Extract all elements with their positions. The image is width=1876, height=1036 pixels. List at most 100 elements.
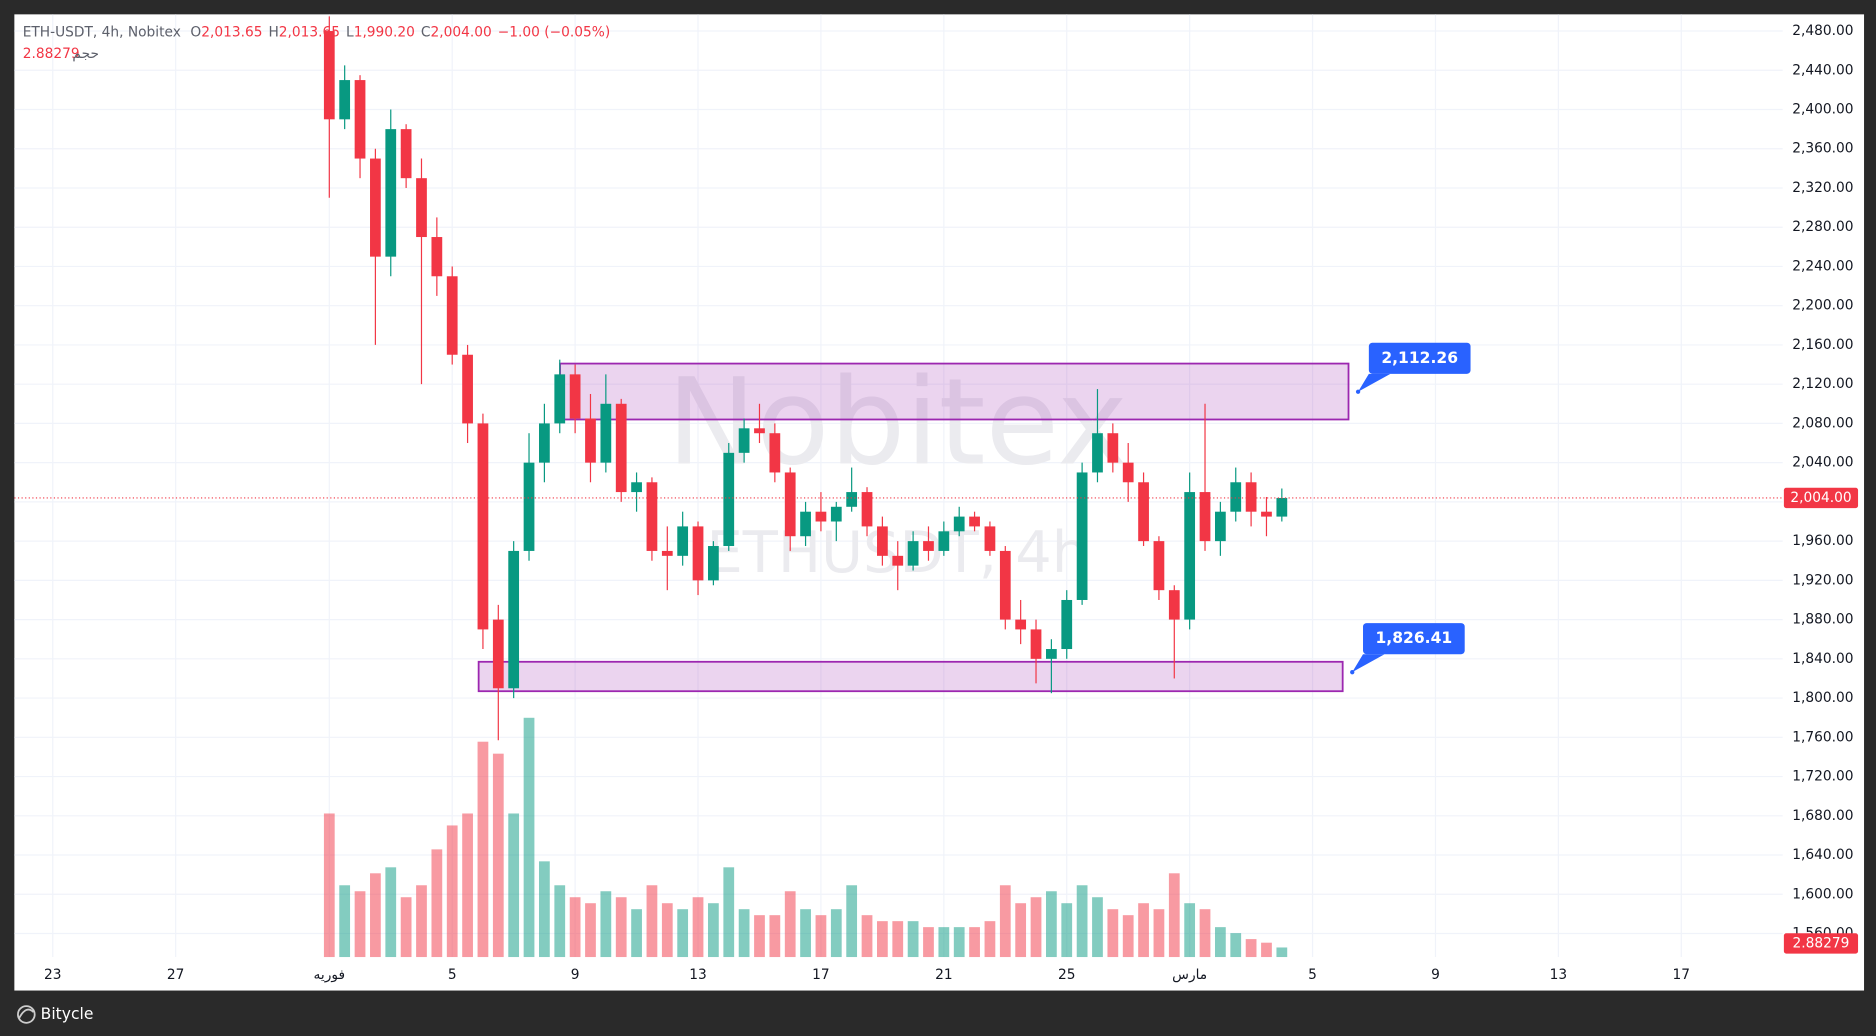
candle-body [569,374,581,419]
candle-body [1230,482,1242,512]
volume-bar [416,885,427,958]
candle-body [769,433,781,473]
candle-body [462,354,473,424]
candle-body [1261,511,1272,517]
volume-bar [323,813,335,958]
y-tick-label: 2,040.00 [1792,455,1853,471]
y-tick-label: 1,720.00 [1792,769,1853,785]
callout-label: 2,112.26 [1381,349,1458,367]
candle-body [1076,472,1088,600]
volume-bar [1261,942,1272,958]
y-tick-label: 2,400.00 [1792,102,1853,118]
volume-bar [646,885,658,958]
chart-title: ETH-USDT, 4h, Nobitex [23,24,181,40]
volume-bar [539,861,550,958]
volume-bar [754,915,765,958]
candle-body [508,550,520,689]
candle-body [708,546,719,581]
volume-bar [1276,947,1288,958]
last-volume-tag [1783,933,1859,954]
candle-body [984,526,996,551]
volume-bar [600,891,612,958]
volume-bar [446,825,458,958]
y-tick-label: 1,640.00 [1792,847,1853,863]
volume-bar [708,903,719,958]
candle-body [784,472,796,537]
y-tick-label: 2,120.00 [1792,376,1853,392]
candle-body [1030,629,1042,659]
candle-body [723,452,735,547]
ohlc-key: H [268,24,278,40]
volume-bar [800,909,811,958]
y-tick-label: 2,240.00 [1792,258,1853,274]
ohlc-key: C [421,24,431,40]
volume-bar [554,885,566,958]
candle-body [1107,433,1119,463]
y-tick-label: 2,320.00 [1792,180,1853,196]
ohlc-value: 2,013.65 [279,24,340,40]
volume-bar [1168,873,1180,958]
volume-bar [385,867,397,958]
candle-body [738,428,750,453]
ohlc-value: 1,990.20 [354,24,415,40]
candle-body [1015,619,1027,630]
candle-body [646,482,658,551]
volume-bar [1015,903,1027,958]
volume-bar [1153,909,1165,958]
callout-pointer [1352,654,1385,673]
y-tick-label: 1,880.00 [1792,612,1853,628]
volume-bar [1061,903,1073,958]
zone [559,362,1350,421]
candle-body [1168,590,1180,620]
callout-label: 1,826.41 [1375,629,1452,647]
last-price-tag [1783,487,1859,509]
candle-body [1245,482,1257,512]
brand-name: Bitycle [41,1005,94,1023]
volume-bar [462,813,473,958]
volume-bar [923,927,934,958]
candle-body [446,276,458,355]
volume-bar [400,897,412,958]
candle-body [1199,492,1211,542]
candle-body [492,619,504,689]
volume-bar [1184,903,1196,958]
y-tick-label: 2,160.00 [1792,337,1853,353]
candle-body [416,178,427,238]
candle-body [1122,462,1134,483]
footer: Bitycle [17,1005,94,1024]
volume-bar [815,915,827,958]
volume-bar [523,717,535,958]
volume-bar [631,909,642,958]
volume-bar [861,915,873,958]
candle-body [1153,541,1165,591]
volume-bar [969,927,980,958]
y-tick-label: 1,840.00 [1792,651,1853,667]
volume-bar [661,903,673,958]
y-tick-label: 2,200.00 [1792,298,1853,314]
volume-bar [1215,927,1226,958]
candle-body [615,403,627,493]
volume-bar [1122,915,1134,958]
candle-body [400,129,412,179]
candle-body [523,462,535,551]
volume-bar [1199,909,1211,958]
volume-bar [569,897,581,958]
ohlc-key: L [346,24,354,40]
candle-body [600,403,612,463]
x-tick-label: مارس [1172,967,1207,983]
candle-body [877,526,888,556]
y-tick-label: 2,080.00 [1792,415,1853,431]
volume-bar [1076,885,1088,958]
y-tick-label: 1,680.00 [1792,808,1853,824]
candle-body [1061,599,1073,650]
y-tick-label: 2,480.00 [1792,23,1853,39]
volume-bar [953,927,965,958]
volume-bar [738,909,750,958]
y-tick-label: 2,280.00 [1792,219,1853,235]
zone [477,660,1344,693]
x-tick-label: 17 [1673,967,1691,983]
volume-bar [1046,891,1057,958]
volume-name: حجم [72,46,99,62]
